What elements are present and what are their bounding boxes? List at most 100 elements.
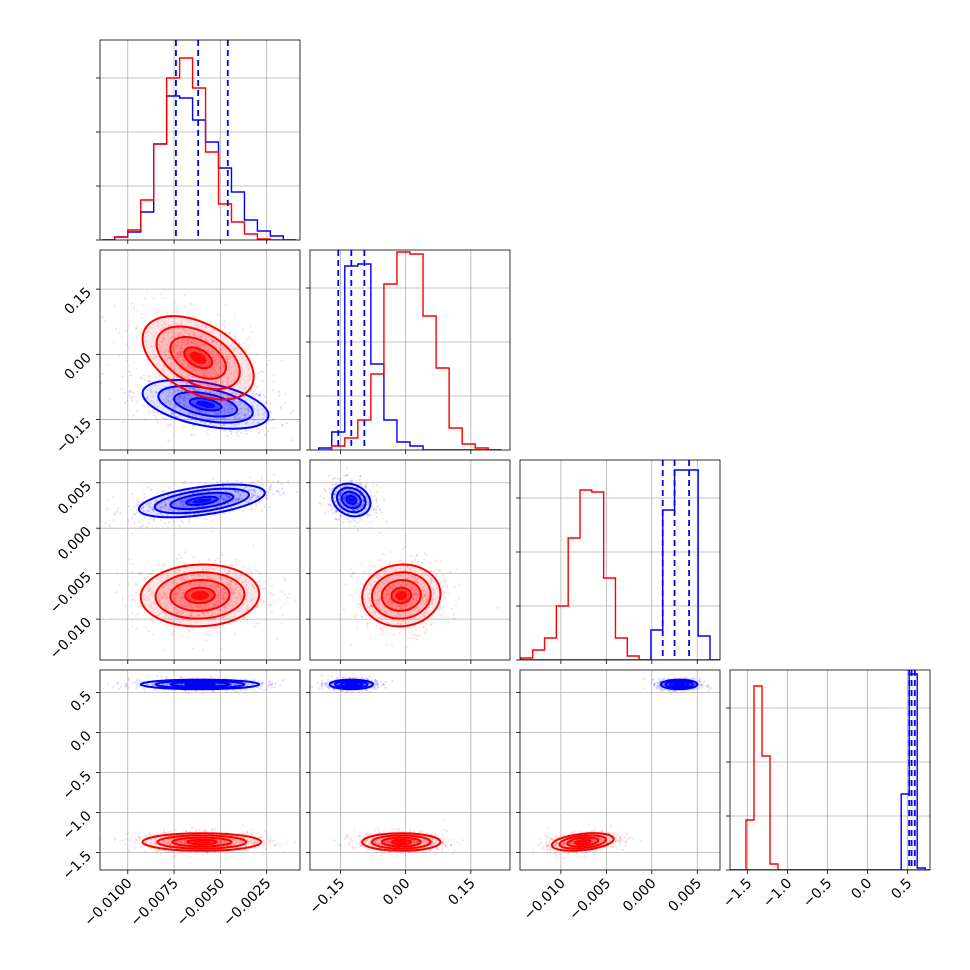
scatter-point	[270, 686, 273, 689]
scatter-point	[270, 680, 273, 684]
scatter-point	[359, 517, 362, 520]
scatter-point	[231, 588, 234, 592]
scatter-point	[251, 682, 255, 686]
scatter-point	[248, 367, 251, 371]
scatter-point	[152, 683, 155, 686]
scatter-point	[268, 410, 271, 413]
scatter-point	[338, 477, 341, 480]
scatter-point	[356, 502, 359, 505]
scatter-point	[178, 505, 182, 508]
scatter-point	[124, 684, 127, 687]
scatter-point	[229, 344, 233, 347]
scatter-point	[421, 614, 424, 617]
scatter-point	[140, 312, 144, 316]
scatter-point	[223, 499, 226, 502]
scatter-point	[234, 335, 237, 338]
scatter-point	[246, 432, 249, 435]
scatter-point	[147, 379, 150, 383]
scatter-point	[177, 309, 180, 312]
scatter-point	[197, 560, 201, 563]
scatter-point	[402, 605, 405, 608]
scatter-point	[225, 358, 229, 362]
scatter-point	[206, 611, 210, 614]
scatter-point	[262, 413, 265, 416]
scatter-point	[192, 368, 196, 371]
scatter-point	[342, 497, 345, 500]
scatter-point	[344, 484, 348, 487]
scatter-point	[240, 407, 243, 410]
scatter-point	[259, 579, 262, 582]
scatter-point	[183, 570, 187, 574]
scatter-point	[401, 575, 404, 578]
scatter-point	[178, 397, 181, 400]
scatter-point	[169, 838, 172, 841]
scatter-point	[200, 332, 204, 336]
scatter-point	[258, 495, 261, 498]
scatter-point	[263, 505, 266, 508]
scatter-point	[144, 626, 148, 629]
scatter-point	[189, 591, 193, 595]
scatter-point	[128, 594, 131, 597]
scatter-point	[177, 603, 180, 606]
scatter-point	[380, 587, 384, 590]
scatter-point	[262, 844, 265, 847]
scatter-point	[107, 498, 110, 502]
scatter-point	[304, 489, 306, 491]
scatter-point	[408, 593, 411, 596]
scatter-point	[208, 403, 211, 407]
scatter-point	[231, 689, 234, 692]
scatter-point	[177, 587, 180, 590]
scatter-point	[156, 405, 159, 409]
scatter-point	[215, 357, 218, 360]
scatter-point	[229, 388, 233, 391]
scatter-point	[284, 393, 288, 396]
scatter-point	[343, 496, 346, 499]
scatter-point	[167, 331, 170, 334]
scatter-point	[366, 605, 370, 609]
scatter-point	[412, 636, 416, 639]
scatter-point	[194, 403, 197, 406]
scatter-point	[244, 386, 247, 389]
scatter-point	[402, 561, 405, 565]
scatter-point	[233, 347, 236, 350]
scatter-point	[244, 414, 247, 417]
scatter-point	[232, 839, 236, 842]
scatter-point	[180, 347, 183, 350]
scatter-point	[341, 489, 344, 493]
scatter-point	[223, 429, 226, 432]
scatter-point	[228, 403, 231, 406]
scatter-point	[347, 479, 351, 482]
scatter-point	[125, 329, 128, 332]
scatter-point	[234, 587, 237, 591]
scatter-point	[193, 366, 196, 370]
scatter-point	[236, 499, 240, 503]
scatter-point	[253, 846, 256, 850]
scatter-point	[255, 392, 258, 396]
scatter-point	[369, 604, 373, 608]
scatter-point	[220, 495, 223, 498]
scatter-point	[214, 412, 218, 415]
scatter-point	[142, 505, 145, 508]
scatter-point	[167, 508, 171, 511]
scatter-point	[195, 605, 198, 609]
scatter-point	[249, 498, 252, 501]
scatter-point	[193, 434, 196, 437]
scatter-point	[140, 507, 143, 510]
scatter-point	[240, 497, 243, 500]
scatter-point	[415, 594, 418, 597]
scatter-point	[429, 570, 432, 573]
scatter-point	[169, 365, 173, 368]
scatter-point	[293, 841, 296, 844]
scatter-point	[370, 584, 373, 587]
scatter-point	[203, 611, 206, 614]
scatter-point	[237, 370, 240, 373]
scatter-point	[381, 553, 384, 556]
scatter-point	[384, 594, 388, 598]
scatter-point	[178, 621, 181, 624]
scatter-point	[250, 330, 253, 333]
scatter-point	[220, 343, 223, 346]
scatter-point	[249, 508, 252, 511]
scatter-point	[137, 604, 141, 608]
scatter-point	[204, 632, 207, 635]
scatter-point	[354, 588, 357, 592]
